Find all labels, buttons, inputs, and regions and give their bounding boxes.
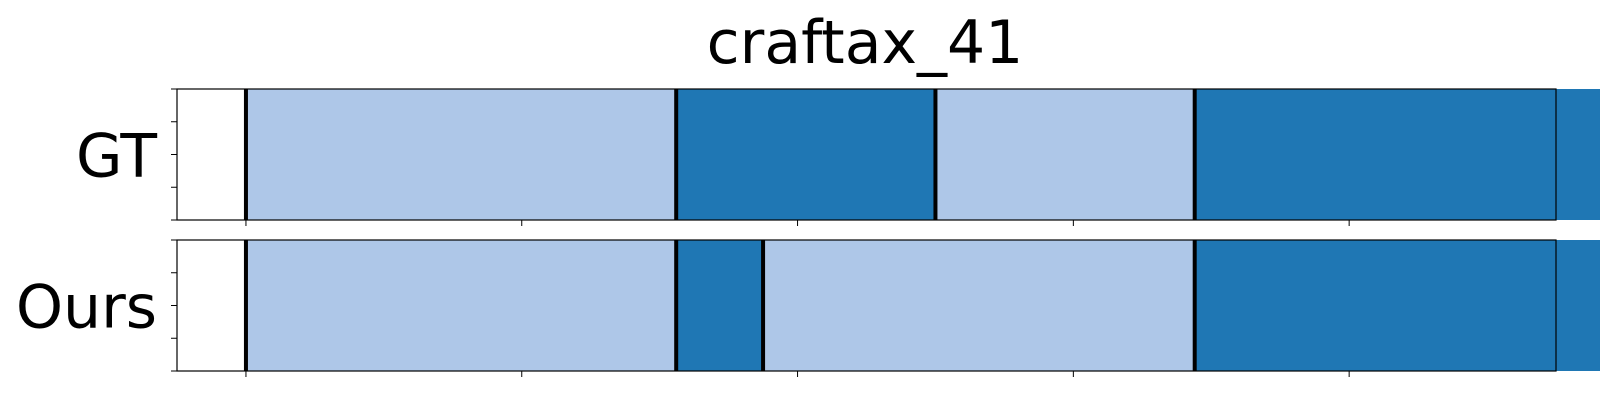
segment-gt-3 bbox=[935, 89, 1195, 220]
segment-ours-3 bbox=[763, 240, 1195, 371]
chart-title: craftax_41 bbox=[707, 8, 1024, 78]
row-label-gt: GT bbox=[76, 122, 157, 192]
segment-gt-4 bbox=[1194, 89, 1600, 220]
segment-ours-4 bbox=[1194, 240, 1600, 371]
segment-ours-1 bbox=[245, 240, 677, 371]
segment-gt-1 bbox=[245, 89, 677, 220]
row-label-ours: Ours bbox=[16, 273, 157, 343]
segment-gt-2 bbox=[676, 89, 936, 220]
panel-gt: GT bbox=[76, 88, 1600, 226]
panel-ours: Ours bbox=[16, 239, 1600, 377]
segment-ours-2 bbox=[676, 240, 764, 371]
panels: GT Ours bbox=[16, 88, 1600, 377]
